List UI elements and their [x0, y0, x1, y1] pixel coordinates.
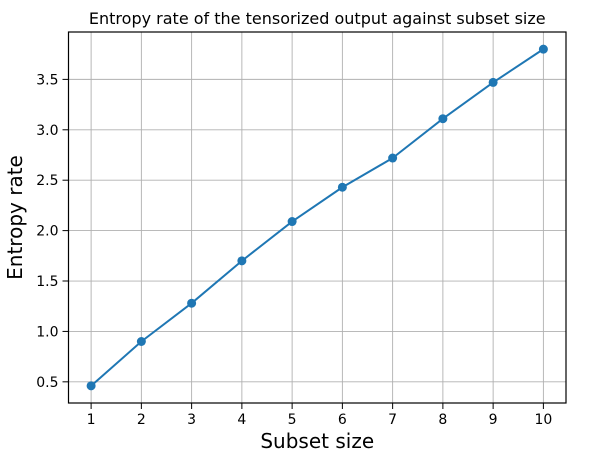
- data-point: [187, 298, 197, 308]
- data-point: [237, 256, 247, 266]
- y-tick-label: 0.5: [36, 375, 58, 391]
- data-point: [287, 217, 297, 227]
- data-point: [538, 44, 548, 54]
- x-tick-label: 7: [388, 412, 397, 428]
- chart-title: Entropy rate of the tensorized output ag…: [89, 9, 546, 28]
- data-point: [438, 114, 448, 124]
- data-point: [337, 182, 347, 192]
- y-tick-label: 3.5: [36, 72, 58, 88]
- x-tick-label: 4: [237, 412, 246, 428]
- entropy-rate-line: [90, 48, 544, 387]
- tick-marks: [62, 78, 544, 409]
- x-tick-label: 8: [438, 412, 447, 428]
- x-tick-label: 3: [187, 412, 196, 428]
- x-tick-label: 2: [137, 412, 146, 428]
- plot-area: [68, 32, 566, 403]
- y-tick-label: 2.5: [36, 173, 58, 189]
- x-tick-label: 9: [489, 412, 498, 428]
- y-tick-label: 2.0: [36, 224, 58, 240]
- data-point: [488, 77, 498, 87]
- x-tick-label: 5: [288, 412, 297, 428]
- y-tick-label: 1.0: [36, 324, 58, 340]
- y-axis-label: Entropy rate: [3, 155, 27, 280]
- plot-border: [67, 31, 567, 404]
- y-tick-label: 3.0: [36, 123, 58, 139]
- grid: [68, 32, 566, 403]
- data-point: [388, 153, 398, 163]
- y-tick-label: 1.5: [36, 274, 58, 290]
- x-tick-label: 10: [534, 412, 552, 428]
- data-point: [86, 381, 96, 391]
- x-tick-label: 1: [87, 412, 96, 428]
- x-axis-label: Subset size: [260, 429, 374, 453]
- x-tick-label: 6: [338, 412, 347, 428]
- data-point: [136, 337, 146, 347]
- data-points: [86, 44, 548, 391]
